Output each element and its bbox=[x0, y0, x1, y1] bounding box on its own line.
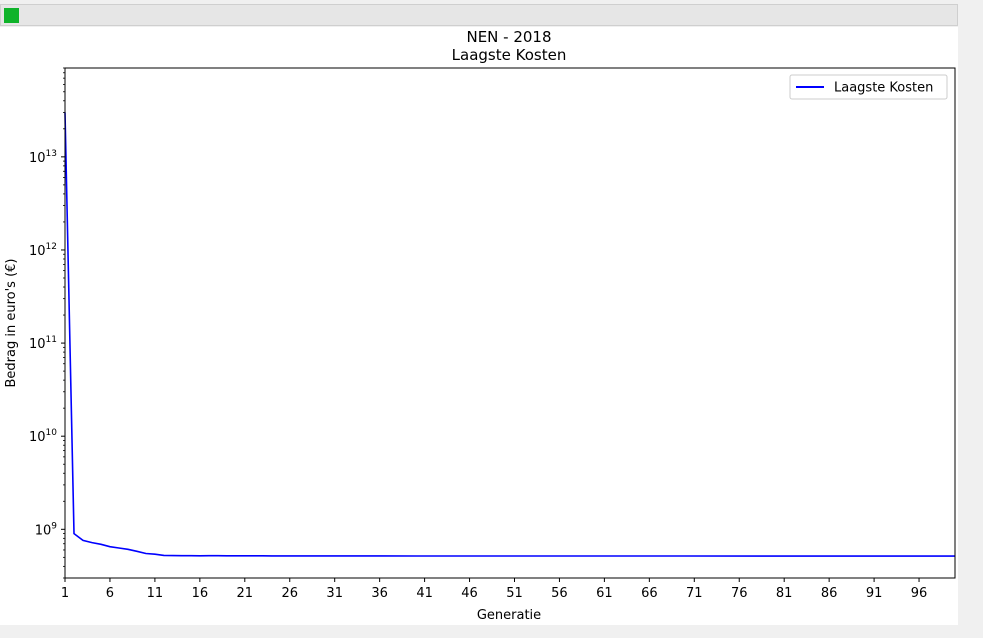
plot-frame bbox=[64, 67, 956, 579]
y-tick-label-11: 1011 bbox=[29, 335, 57, 352]
plot-area: 1 6 11 16 21 26 31 36 41 46 51 56 61 66 71 76 81 86 91 9610… bbox=[29, 67, 956, 601]
x-tick-label-16: 16 bbox=[192, 586, 209, 601]
line-chart: NEN - 2018 Laagste Kosten Generatie Bedr… bbox=[4, 28, 956, 623]
x-tick-label-61: 61 bbox=[596, 586, 613, 601]
x-tick-label-66: 66 bbox=[641, 586, 658, 601]
x-tick-label-6: 6 bbox=[106, 586, 114, 601]
x-tick-label-96: 96 bbox=[911, 586, 928, 601]
x-tick-label-46: 46 bbox=[461, 586, 478, 601]
legend-box bbox=[789, 74, 948, 100]
chart-title: NEN - 2018 bbox=[466, 28, 551, 46]
y-tick-label-13: 1013 bbox=[29, 149, 57, 166]
y-tick-label-10: 1010 bbox=[29, 428, 57, 445]
y-axis-label: Bedrag in euro's (€) bbox=[4, 259, 19, 388]
x-tick-label-56: 56 bbox=[551, 586, 568, 601]
app-icon bbox=[4, 8, 19, 23]
x-tick-label-91: 91 bbox=[866, 586, 883, 601]
x-tick-label-11: 11 bbox=[147, 586, 164, 601]
legend-entry-laagste-kosten: Laagste Kosten bbox=[834, 81, 933, 96]
x-tick-label-31: 31 bbox=[326, 586, 343, 601]
series-line-0 bbox=[64, 112, 955, 557]
x-axis-label: Generatie bbox=[477, 608, 541, 623]
x-tick-label-41: 41 bbox=[416, 586, 433, 601]
x-tick-label-71: 71 bbox=[686, 586, 703, 601]
x-tick-label-21: 21 bbox=[237, 586, 254, 601]
x-tick-label-36: 36 bbox=[371, 586, 388, 601]
x-tick-label-76: 76 bbox=[731, 586, 748, 601]
window-titlebar bbox=[0, 4, 958, 26]
x-tick-label-51: 51 bbox=[506, 586, 523, 601]
y-tick-label-12: 1012 bbox=[29, 242, 57, 259]
legend: Laagste Kosten bbox=[789, 74, 948, 100]
plot-canvas: NEN - 2018 Laagste Kosten Generatie Bedr… bbox=[0, 27, 958, 625]
x-tick-label-26: 26 bbox=[281, 586, 298, 601]
x-tick-label-81: 81 bbox=[776, 586, 793, 601]
x-tick-label-86: 86 bbox=[821, 586, 838, 601]
y-tick-label-9: 109 bbox=[35, 521, 58, 538]
x-tick-label-1: 1 bbox=[61, 586, 69, 601]
chart-subtitle: Laagste Kosten bbox=[452, 46, 567, 64]
